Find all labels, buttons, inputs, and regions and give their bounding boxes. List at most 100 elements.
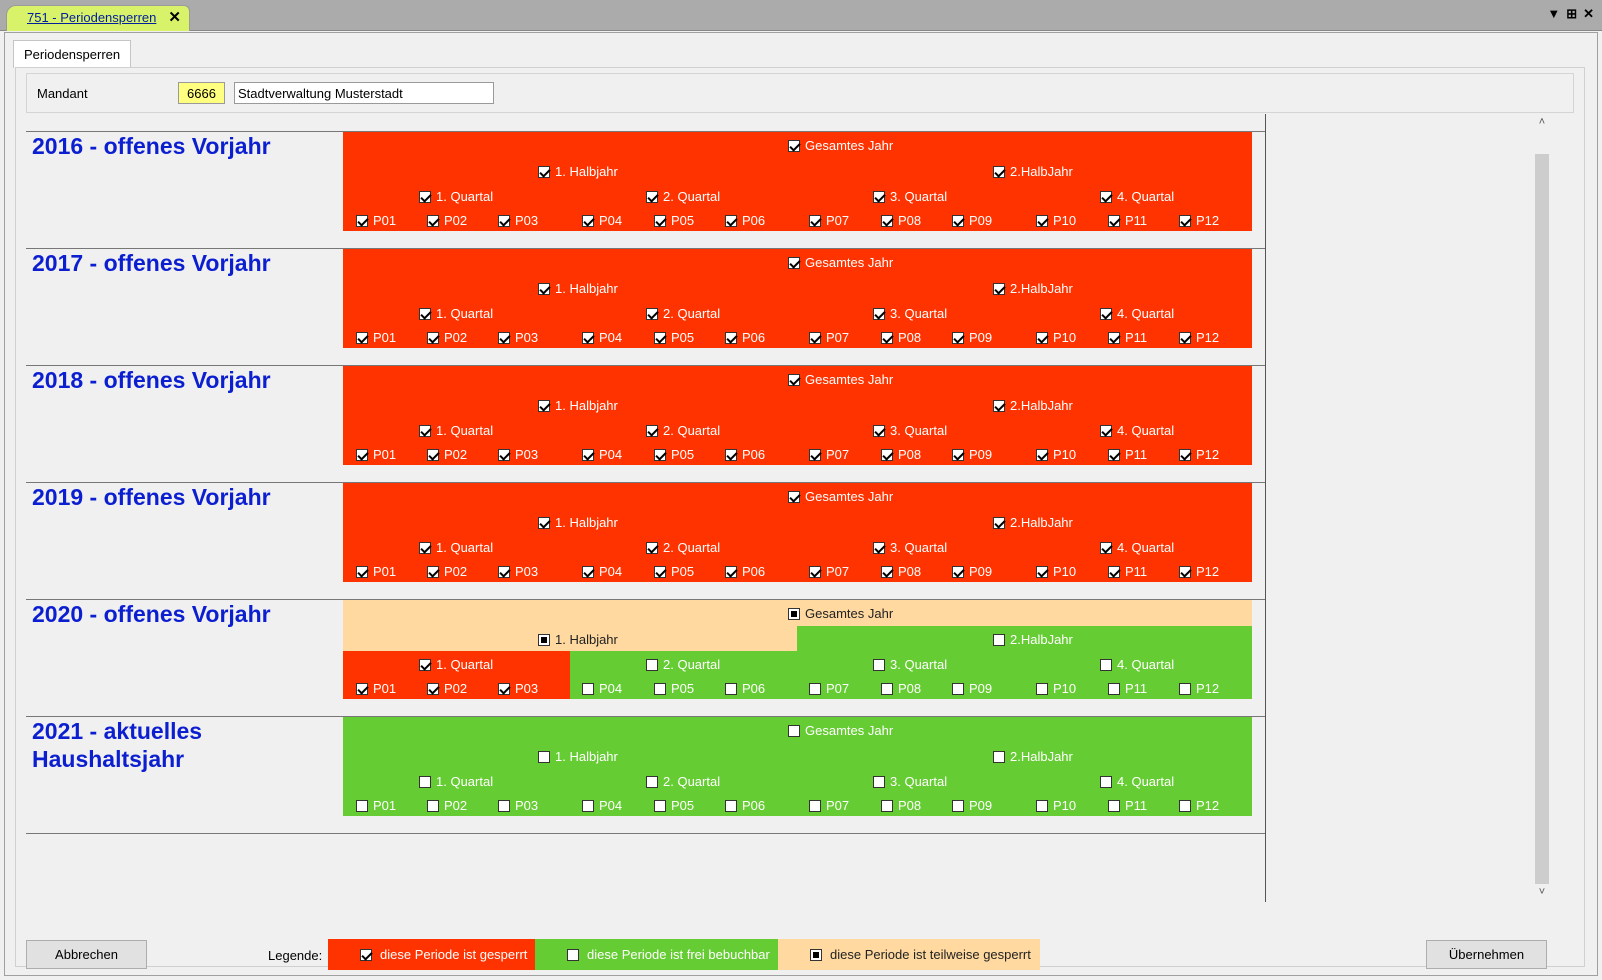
document-tab[interactable]: 751 - Periodensperren ✕ — [6, 5, 190, 31]
checkbox-icon[interactable] — [1100, 307, 1112, 320]
period-checkbox[interactable]: P02 — [427, 330, 467, 345]
checkbox-icon[interactable] — [993, 165, 1005, 178]
period-checkbox[interactable]: P01 — [356, 213, 396, 228]
checkbox-icon[interactable] — [356, 448, 368, 461]
quarter-checkbox[interactable]: 3. Quartal — [873, 774, 947, 789]
half-year-checkbox[interactable]: 1. Halbjahr — [538, 632, 618, 647]
period-checkbox[interactable]: P05 — [654, 213, 694, 228]
quarter-checkbox[interactable]: 4. Quartal — [1100, 189, 1174, 204]
apply-button[interactable]: Übernehmen — [1426, 940, 1547, 969]
period-checkbox[interactable]: P01 — [356, 681, 396, 696]
checkbox-icon[interactable] — [1108, 565, 1120, 578]
period-checkbox[interactable]: P02 — [427, 798, 467, 813]
period-checkbox[interactable]: P10 — [1036, 681, 1076, 696]
checkbox-icon[interactable] — [419, 307, 431, 320]
period-checkbox[interactable]: P10 — [1036, 330, 1076, 345]
quarter-checkbox[interactable]: 4. Quartal — [1100, 306, 1174, 321]
period-checkbox[interactable]: P08 — [881, 213, 921, 228]
period-checkbox[interactable]: P01 — [356, 798, 396, 813]
checkbox-icon[interactable] — [538, 516, 550, 529]
checkbox-icon[interactable] — [952, 331, 964, 344]
quarter-checkbox[interactable]: 1. Quartal — [419, 774, 493, 789]
checkbox-icon[interactable] — [725, 682, 737, 695]
period-checkbox[interactable]: P07 — [809, 330, 849, 345]
checkbox-icon[interactable] — [809, 565, 821, 578]
checkbox-icon[interactable] — [873, 775, 885, 788]
checkbox-icon[interactable] — [881, 331, 893, 344]
period-checkbox[interactable]: P12 — [1179, 447, 1219, 462]
year-checkbox[interactable]: Gesamtes Jahr — [788, 606, 893, 621]
checkbox-icon[interactable] — [1100, 775, 1112, 788]
period-checkbox[interactable]: P07 — [809, 213, 849, 228]
checkbox-icon[interactable] — [809, 682, 821, 695]
quarter-checkbox[interactable]: 1. Quartal — [419, 657, 493, 672]
close-tab-icon[interactable]: ✕ — [168, 9, 181, 26]
quarter-checkbox[interactable]: 3. Quartal — [873, 423, 947, 438]
period-checkbox[interactable]: P11 — [1108, 681, 1147, 696]
checkbox-icon[interactable] — [498, 448, 510, 461]
quarter-checkbox[interactable]: 4. Quartal — [1100, 774, 1174, 789]
checkbox-icon[interactable] — [654, 682, 666, 695]
period-checkbox[interactable]: P05 — [654, 330, 694, 345]
period-checkbox[interactable]: P03 — [498, 330, 538, 345]
period-checkbox[interactable]: P01 — [356, 564, 396, 579]
period-checkbox[interactable]: P10 — [1036, 564, 1076, 579]
checkbox-icon[interactable] — [356, 682, 368, 695]
checkbox-icon[interactable] — [881, 448, 893, 461]
checkbox-icon[interactable] — [1100, 190, 1112, 203]
period-checkbox[interactable]: P07 — [809, 564, 849, 579]
mandant-code-field[interactable]: 6666 — [178, 82, 225, 104]
year-checkbox[interactable]: Gesamtes Jahr — [788, 372, 893, 387]
period-checkbox[interactable]: P06 — [725, 681, 765, 696]
checkbox-icon[interactable] — [654, 214, 666, 227]
period-checkbox[interactable]: P04 — [582, 447, 622, 462]
period-checkbox[interactable]: P12 — [1179, 798, 1219, 813]
checkbox-icon[interactable] — [356, 565, 368, 578]
checkbox-icon[interactable] — [725, 331, 737, 344]
checkbox-icon[interactable] — [993, 399, 1005, 412]
checkbox-icon[interactable] — [538, 399, 550, 412]
checkbox-icon[interactable] — [654, 331, 666, 344]
checkbox-icon[interactable] — [498, 331, 510, 344]
quarter-checkbox[interactable]: 3. Quartal — [873, 306, 947, 321]
period-checkbox[interactable]: P11 — [1108, 330, 1147, 345]
checkbox-icon[interactable] — [427, 799, 439, 812]
checkbox-icon[interactable] — [1036, 682, 1048, 695]
checkbox-icon[interactable] — [1100, 658, 1112, 671]
checkbox-icon[interactable] — [646, 190, 658, 203]
checkbox-icon[interactable] — [993, 282, 1005, 295]
quarter-checkbox[interactable]: 2. Quartal — [646, 774, 720, 789]
checkbox-icon[interactable] — [419, 658, 431, 671]
checkbox-icon[interactable] — [1108, 799, 1120, 812]
half-year-checkbox[interactable]: 1. Halbjahr — [538, 398, 618, 413]
quarter-checkbox[interactable]: 2. Quartal — [646, 189, 720, 204]
checkbox-icon[interactable] — [1108, 448, 1120, 461]
quarter-checkbox[interactable]: 3. Quartal — [873, 189, 947, 204]
period-checkbox[interactable]: P10 — [1036, 798, 1076, 813]
period-checkbox[interactable]: P06 — [725, 798, 765, 813]
half-year-checkbox[interactable]: 2.HalbJahr — [993, 632, 1073, 647]
period-checkbox[interactable]: P08 — [881, 681, 921, 696]
cancel-button[interactable]: Abbrechen — [26, 940, 147, 969]
checkbox-icon[interactable] — [1036, 331, 1048, 344]
checkbox-icon[interactable] — [538, 165, 550, 178]
period-checkbox[interactable]: P08 — [881, 447, 921, 462]
checkbox-icon[interactable] — [419, 541, 431, 554]
year-checkbox[interactable]: Gesamtes Jahr — [788, 255, 893, 270]
period-checkbox[interactable]: P05 — [654, 681, 694, 696]
checkbox-icon[interactable] — [993, 633, 1005, 646]
checkbox-icon[interactable] — [725, 448, 737, 461]
tab-periodensperren[interactable]: Periodensperren — [13, 40, 132, 68]
half-year-checkbox[interactable]: 2.HalbJahr — [993, 749, 1073, 764]
half-year-checkbox[interactable]: 1. Halbjahr — [538, 515, 618, 530]
period-checkbox[interactable]: P08 — [881, 564, 921, 579]
checkbox-icon[interactable] — [427, 331, 439, 344]
checkbox-icon[interactable] — [654, 799, 666, 812]
checkbox-icon[interactable] — [809, 799, 821, 812]
quarter-checkbox[interactable]: 4. Quartal — [1100, 423, 1174, 438]
checkbox-icon[interactable] — [419, 190, 431, 203]
period-checkbox[interactable]: P05 — [654, 798, 694, 813]
period-checkbox[interactable]: P04 — [582, 564, 622, 579]
period-checkbox[interactable]: P09 — [952, 330, 992, 345]
